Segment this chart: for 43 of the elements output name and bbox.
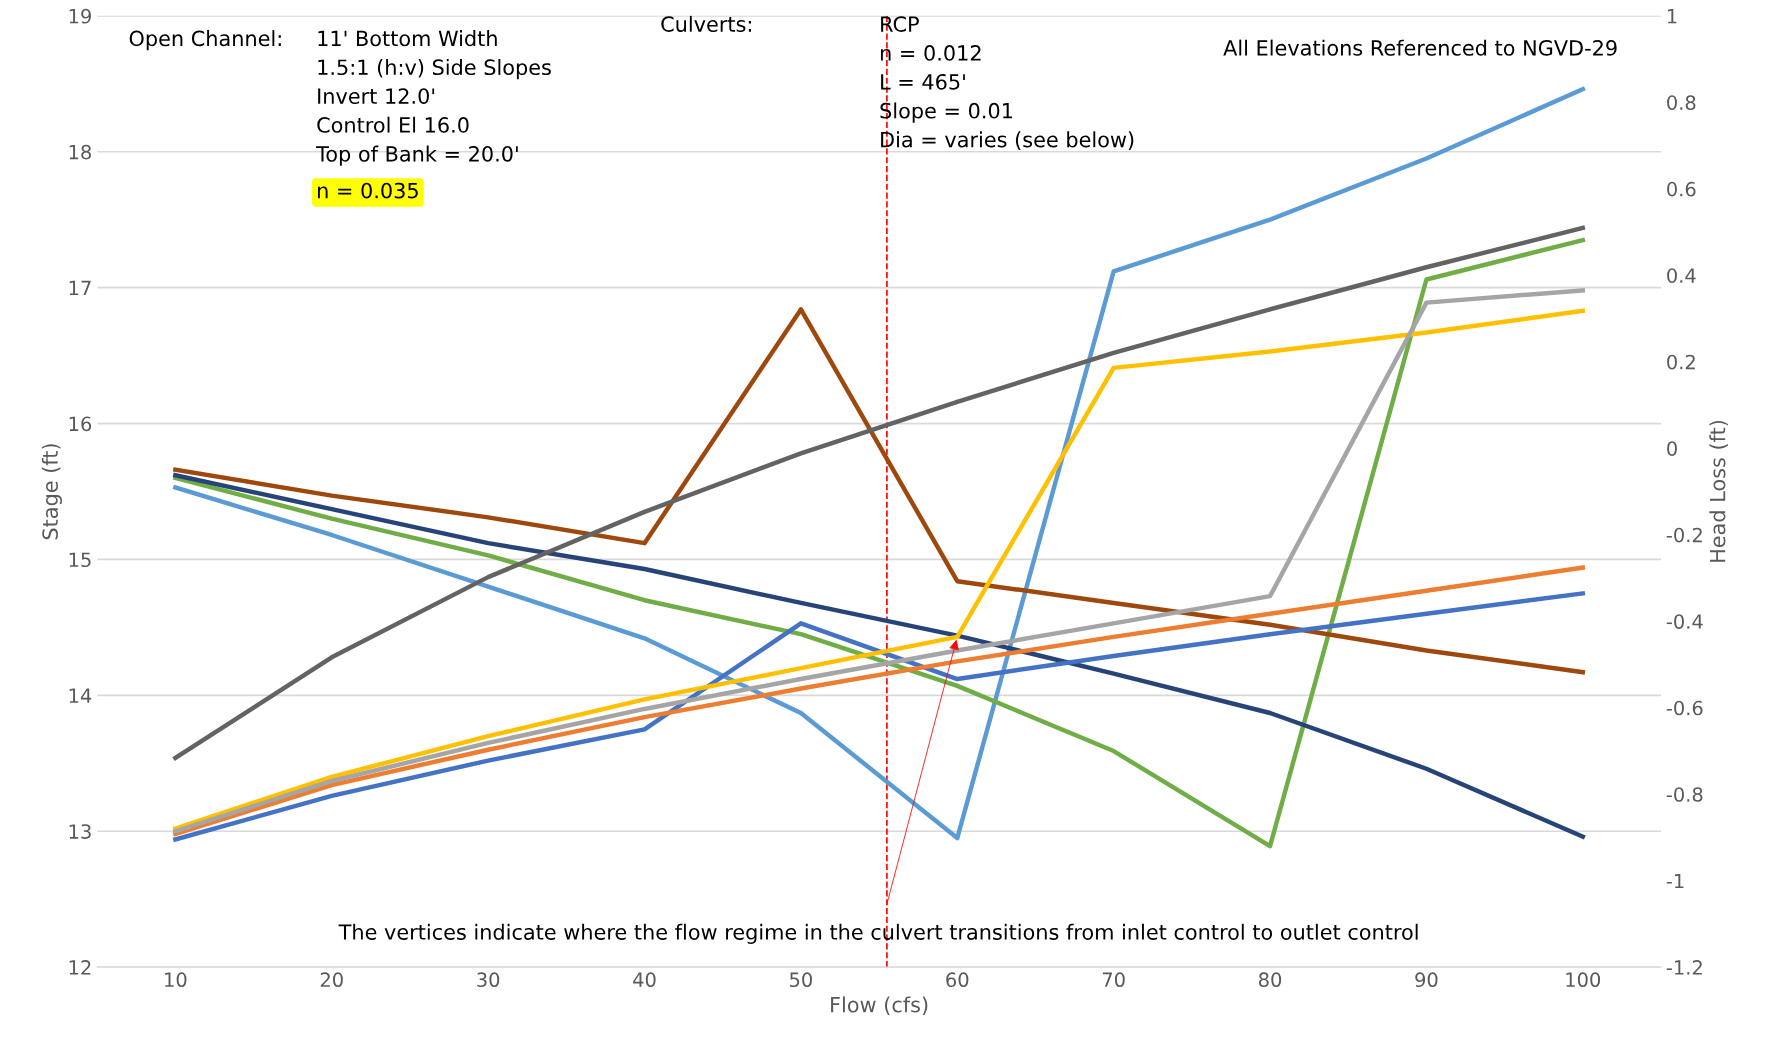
y2-tick-label: 1 [1667, 9, 1677, 24]
annotation: 11' Bottom Width 1.5:1 (h:v) Side Slopes Invert 12.0' Control El 16.0 Top of Bank = 20.0' [316, 30, 551, 166]
y-tick-label: 16 [69, 416, 92, 432]
y2-axis-title: Head Loss (ft) [1709, 420, 1728, 562]
line-series [173, 307, 1586, 675]
y2-tick-label: -0.8 [1666, 787, 1703, 802]
annotation: RCP n = 0.012 L = 465' Slope = 0.01 Dia = varies (see below) [880, 16, 1134, 150]
annotation: Culverts: [661, 15, 752, 32]
annotation: Open Channel: [129, 30, 281, 51]
x-tick-label: 30 [477, 972, 500, 988]
line-series [173, 472, 1586, 839]
x-tick-label: 100 [1566, 972, 1601, 988]
y2-tick-label: 0.8 [1667, 95, 1696, 110]
y-axis-title: Stage (ft) [41, 444, 63, 540]
line-series [173, 225, 1586, 761]
y-tick-label: 13 [69, 824, 91, 839]
x-tick-label: 50 [790, 972, 812, 988]
y2-tick-label: 0.6 [1667, 181, 1696, 197]
annotation: All Elevations Referenced to NGVD-29 [1223, 39, 1617, 56]
y2-tick-label: -0.4 [1666, 614, 1703, 629]
annotation: The vertices indicate where the flow regime in the culvert transitions from inlet control to outlet control [338, 923, 1418, 944]
y-tick-label: 14 [69, 688, 92, 703]
x-tick-label: 20 [320, 972, 343, 988]
x-tick-label: 70 [1102, 972, 1125, 988]
x-tick-label: 90 [1415, 972, 1438, 988]
y2-tick-label: -0.6 [1666, 700, 1703, 716]
x-tick-label: 60 [946, 972, 969, 988]
y-tick-label: 17 [69, 280, 91, 296]
x-tick-label: 10 [165, 972, 187, 988]
y2-tick-label: 0.4 [1667, 268, 1696, 283]
annotation: n = 0.035 [318, 182, 418, 199]
y2-tick-label: -1 [1666, 873, 1684, 889]
y2-tick-label: -1.2 [1666, 960, 1702, 975]
y2-tick-label: -0.2 [1666, 527, 1702, 543]
y-tick-label: 15 [69, 552, 91, 568]
x-tick-label: 40 [633, 972, 656, 988]
y2-tick-label: 0.2 [1667, 354, 1695, 370]
x-axis-title: Flow (cfs) [831, 996, 928, 1015]
x-tick-label: 80 [1258, 972, 1282, 988]
y2-tick-label: 0 [1667, 441, 1677, 456]
y-tick-label: 18 [69, 144, 91, 160]
y-tick-label: 12 [69, 960, 91, 975]
y-tick-label: 19 [69, 8, 91, 24]
